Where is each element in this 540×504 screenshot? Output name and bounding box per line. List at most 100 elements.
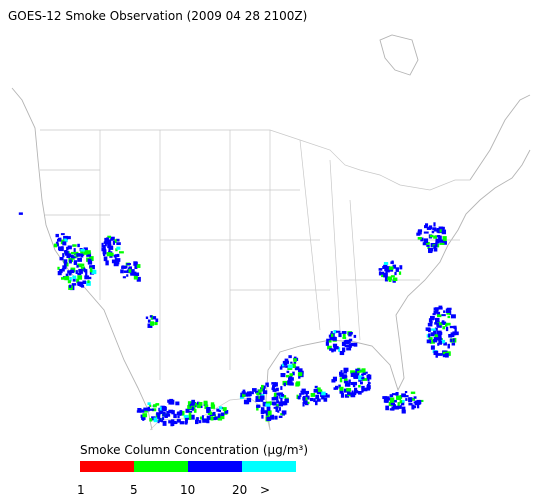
smoke-pixel: [298, 373, 301, 379]
smoke-pixel: [347, 382, 351, 387]
smoke-pixel: [103, 241, 109, 244]
smoke-pixel: [130, 270, 133, 275]
smoke-pixel: [156, 414, 161, 419]
smoke-pixel: [173, 413, 177, 419]
smoke-pixel: [242, 389, 246, 395]
smoke-pixel: [183, 414, 189, 418]
smoke-pixel: [139, 409, 145, 413]
smoke-pixel: [413, 401, 418, 404]
smoke-pixel: [358, 379, 361, 382]
smoke-pixel: [443, 310, 446, 313]
smoke-pixel: [69, 269, 73, 274]
smoke-pixel: [383, 262, 389, 265]
smoke-pixel: [284, 358, 289, 362]
smoke-pixel: [409, 398, 413, 403]
smoke-pixel: [348, 343, 352, 348]
smoke-pixel: [80, 248, 85, 252]
smoke-pixel: [332, 337, 337, 341]
smoke-pixel: [265, 412, 269, 417]
smoke-pixel: [287, 360, 290, 364]
smoke-pixel: [333, 347, 337, 352]
smoke-pixel: [350, 370, 355, 374]
smoke-pixel: [67, 280, 71, 284]
smoke-pixel: [283, 395, 287, 398]
smoke-pixel: [142, 416, 145, 421]
smoke-pixel: [306, 401, 310, 404]
smoke-pixel: [261, 407, 265, 412]
smoke-pixel: [417, 229, 423, 232]
smoke-pixel: [83, 269, 88, 273]
smoke-pixel: [194, 402, 198, 406]
smoke-pixel: [438, 340, 442, 345]
smoke-pixel: [304, 390, 310, 394]
smoke-pixel: [72, 244, 77, 247]
smoke-pixel: [68, 270, 72, 276]
smoke-pixel: [293, 361, 297, 364]
smoke-pixel: [362, 387, 368, 392]
coastline: [11, 87, 153, 431]
smoke-pixel: [442, 351, 447, 357]
smoke-pixel: [85, 271, 88, 277]
smoke-pixel: [394, 405, 400, 410]
smoke-pixel: [335, 330, 341, 333]
smoke-pixel: [154, 322, 158, 326]
smoke-pixel: [300, 370, 304, 374]
smoke-pixel: [210, 416, 214, 421]
smoke-pixel: [434, 247, 438, 252]
smoke-pixel: [275, 387, 279, 392]
smoke-pixel: [136, 264, 141, 268]
smoke-pixel: [395, 392, 399, 396]
smoke-pixel: [441, 321, 447, 324]
smoke-pixel: [116, 246, 121, 250]
smoke-pixel: [67, 253, 71, 259]
smoke-pixel: [417, 237, 422, 240]
smoke-pixel: [285, 365, 290, 368]
smoke-pixel: [168, 420, 172, 424]
smoke-pixel: [358, 385, 361, 388]
smoke-pixel: [353, 392, 357, 396]
smoke-pixel: [416, 399, 421, 403]
smoke-pixel: [242, 393, 246, 397]
smoke-pixel: [261, 414, 264, 419]
smoke-pixel: [384, 276, 389, 282]
smoke-pixel: [454, 331, 459, 336]
smoke-pixel: [256, 392, 261, 396]
smoke-pixel: [330, 331, 333, 335]
smoke-pixel: [82, 280, 87, 285]
smoke-pixel: [77, 281, 80, 286]
smoke-pixel: [101, 242, 104, 248]
smoke-pixel: [119, 251, 124, 254]
smoke-pixel: [83, 250, 88, 255]
smoke-pixel: [350, 382, 353, 385]
smoke-pixel: [136, 410, 142, 413]
smoke-pixel: [294, 366, 300, 371]
smoke-pixel: [246, 397, 252, 403]
smoke-pixel: [111, 259, 116, 264]
smoke-pixel: [286, 374, 290, 378]
smoke-pixel: [289, 373, 293, 377]
smoke-pixel: [426, 241, 430, 245]
smoke-pixel: [353, 374, 359, 379]
smoke-pixel: [288, 375, 293, 381]
smoke-pixel: [216, 408, 220, 412]
smoke-pixel: [272, 382, 277, 387]
smoke-pixel: [391, 260, 394, 263]
smoke-pixel: [196, 417, 199, 422]
smoke-pixel: [272, 385, 275, 390]
smoke-pixel: [287, 380, 290, 386]
smoke-pixel: [428, 318, 433, 323]
smoke-pixel: [63, 250, 69, 253]
smoke-pixel: [147, 402, 151, 406]
smoke-pixel: [338, 332, 342, 338]
smoke-pixel: [433, 310, 439, 314]
smoke-pixel: [114, 254, 119, 258]
smoke-pixel: [341, 331, 347, 334]
smoke-pixel: [59, 257, 64, 261]
smoke-pixel: [292, 371, 295, 376]
smoke-pixel: [283, 382, 286, 387]
smoke-pixel: [219, 406, 222, 410]
smoke-pixel: [339, 390, 344, 394]
smoke-pixel: [327, 345, 332, 350]
smoke-pixel: [155, 318, 159, 323]
smoke-pixel: [316, 398, 321, 402]
